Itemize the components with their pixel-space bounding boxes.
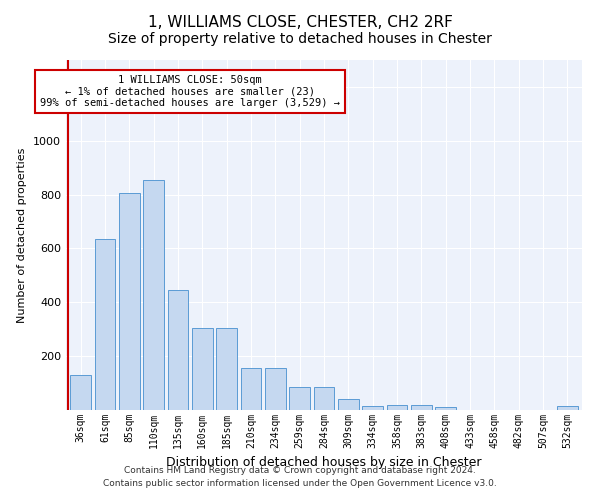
Text: Contains HM Land Registry data © Crown copyright and database right 2024.
Contai: Contains HM Land Registry data © Crown c…	[103, 466, 497, 487]
Bar	[241, 368, 262, 410]
Bar	[386, 405, 407, 410]
Bar	[70, 375, 91, 410]
Bar	[167, 290, 188, 410]
Bar	[411, 405, 432, 410]
Bar	[289, 387, 310, 410]
Text: Size of property relative to detached houses in Chester: Size of property relative to detached ho…	[108, 32, 492, 46]
Bar	[95, 239, 115, 410]
Bar	[338, 399, 359, 410]
Bar	[265, 368, 286, 410]
Text: 1, WILLIAMS CLOSE, CHESTER, CH2 2RF: 1, WILLIAMS CLOSE, CHESTER, CH2 2RF	[148, 15, 452, 30]
Bar	[216, 328, 237, 410]
Bar	[362, 406, 383, 410]
Bar	[192, 328, 212, 410]
Text: 1 WILLIAMS CLOSE: 50sqm
← 1% of detached houses are smaller (23)
99% of semi-det: 1 WILLIAMS CLOSE: 50sqm ← 1% of detached…	[40, 75, 340, 108]
Bar	[557, 406, 578, 410]
Y-axis label: Number of detached properties: Number of detached properties	[17, 148, 28, 322]
Bar	[119, 194, 140, 410]
Bar	[314, 387, 334, 410]
X-axis label: Distribution of detached houses by size in Chester: Distribution of detached houses by size …	[166, 456, 482, 469]
Bar	[143, 180, 164, 410]
Bar	[436, 408, 456, 410]
